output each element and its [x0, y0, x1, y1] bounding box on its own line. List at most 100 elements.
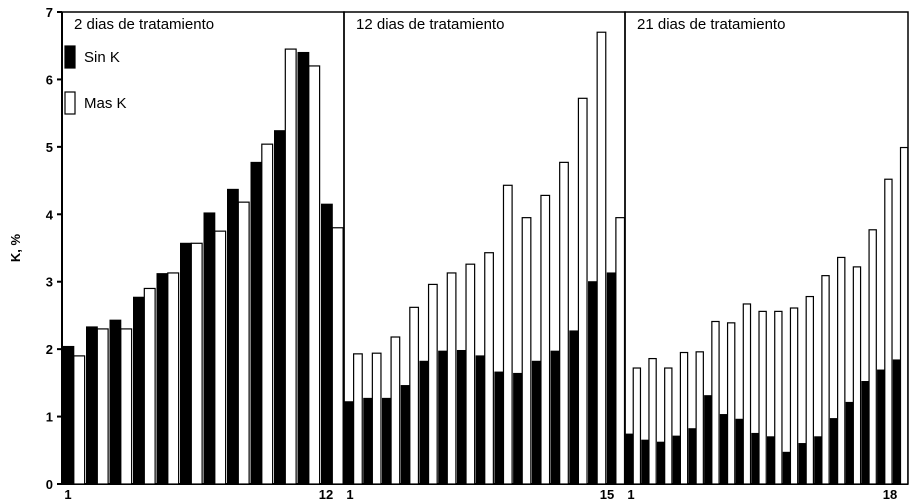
- legend: Sin K Mas K: [64, 45, 127, 115]
- bar-sin-k: [381, 397, 392, 485]
- x-tick-label-first: 1: [64, 487, 71, 502]
- bar-sin-k: [550, 350, 561, 485]
- bar-sin-k: [531, 360, 542, 485]
- bar-mas-k: [521, 217, 532, 485]
- bar-sin-k: [735, 418, 744, 485]
- bar-mas-k: [540, 194, 551, 485]
- x-tick-label-first: 1: [346, 487, 353, 502]
- bar-mas-k: [331, 227, 344, 485]
- bar-mas-k: [615, 217, 626, 485]
- bar-mas-k: [742, 303, 752, 485]
- bar-sin-k: [641, 439, 650, 485]
- bar-sin-k: [625, 433, 634, 485]
- panel-title: 2 dias de tratamiento: [74, 16, 214, 33]
- bar-mas-k: [96, 328, 109, 485]
- bar-mas-k: [73, 355, 86, 485]
- bar-sin-k: [588, 281, 598, 485]
- bar-mas-k: [758, 310, 767, 485]
- bar-sin-k: [297, 51, 310, 485]
- bar-sin-k: [569, 330, 579, 485]
- legend-label: Sin K: [84, 49, 120, 66]
- bar-mas-k: [502, 184, 513, 485]
- bar-sin-k: [719, 414, 729, 485]
- bar-sin-k: [62, 345, 75, 485]
- bar-sin-k: [203, 212, 216, 485]
- bar-sin-k: [227, 188, 239, 485]
- bar-mas-k: [120, 328, 133, 485]
- bar-mas-k: [805, 295, 815, 485]
- bar-mas-k: [852, 266, 862, 485]
- y-tick-label: 7: [46, 5, 53, 20]
- y-tick-label: 1: [46, 410, 53, 425]
- bar-mas-k: [409, 306, 420, 485]
- bar-sin-k: [829, 418, 839, 485]
- bar-mas-k: [465, 263, 476, 485]
- bar-mas-k: [695, 351, 704, 485]
- bar-sin-k: [344, 401, 355, 485]
- bar-mas-k: [190, 242, 203, 485]
- y-axis: 0 1 2 3 4 5 6 7: [46, 5, 63, 492]
- bar-mas-k: [237, 201, 250, 485]
- x-tick-label-last: 12: [319, 487, 333, 502]
- bar-mas-k: [577, 97, 588, 485]
- bar-mas-k: [559, 161, 569, 485]
- bar-mas-k: [353, 353, 363, 485]
- bar-sin-k: [782, 451, 791, 485]
- bar-sin-k: [892, 359, 902, 485]
- panel-title: 21 dias de tratamiento: [637, 16, 785, 33]
- bar-mas-k: [284, 48, 297, 485]
- bar-sin-k: [180, 242, 192, 485]
- bar-mas-k: [632, 367, 642, 485]
- bar-sin-k: [877, 369, 886, 485]
- bar-mas-k: [648, 357, 657, 485]
- bar-sin-k: [751, 432, 760, 485]
- bar-mas-k: [371, 352, 382, 485]
- x-tick-label-last: 18: [883, 487, 897, 502]
- bar-mas-k: [308, 65, 321, 485]
- bar-mas-k: [679, 351, 689, 485]
- y-tick-label: 2: [46, 342, 53, 357]
- bar-mas-k: [899, 146, 909, 485]
- bar-sin-k: [363, 397, 373, 485]
- bar-mas-k: [143, 287, 156, 485]
- bar-mas-k: [167, 272, 180, 485]
- bar-sin-k: [475, 355, 486, 485]
- panel-title: 12 dias de tratamiento: [356, 16, 504, 33]
- legend-swatch: [64, 45, 76, 69]
- legend-label: Mas K: [84, 95, 127, 112]
- bar-mas-k: [427, 283, 438, 485]
- bar-mas-k: [868, 229, 877, 485]
- bar-mas-k: [789, 307, 799, 485]
- bar-sin-k: [250, 161, 263, 485]
- y-tick-label: 4: [46, 207, 54, 222]
- bar-sin-k: [274, 130, 286, 485]
- bar-sin-k: [494, 371, 504, 485]
- bar-sin-k: [704, 395, 713, 485]
- panel-1: 2 dias de tratamiento 1 12: [61, 11, 345, 502]
- bar-sin-k: [400, 385, 411, 485]
- bar-sin-k: [321, 203, 333, 485]
- x-tick-label-first: 1: [627, 487, 634, 502]
- bar-sin-k: [109, 319, 122, 485]
- bar-mas-k: [596, 31, 607, 485]
- bar-mas-k: [821, 275, 830, 485]
- y-tick-label: 3: [46, 275, 53, 290]
- bar-sin-k: [814, 436, 823, 485]
- legend-swatch: [64, 91, 76, 115]
- y-tick-label: 0: [46, 477, 53, 492]
- bar-sin-k: [845, 401, 854, 485]
- bar-mas-k: [884, 178, 893, 485]
- bar-sin-k: [656, 441, 666, 485]
- x-tick-label-last: 15: [600, 487, 614, 502]
- bar-sin-k: [513, 372, 523, 485]
- bar-sin-k: [456, 349, 467, 485]
- bar-mas-k: [774, 310, 783, 485]
- bar-sin-k: [438, 350, 448, 485]
- bar-sin-k: [419, 360, 430, 485]
- y-axis-label: K, %: [8, 233, 23, 262]
- y-tick-label: 5: [46, 140, 53, 155]
- panel-3: 21 dias de tratamiento 1 18: [624, 11, 909, 502]
- bar-mas-k: [837, 256, 846, 485]
